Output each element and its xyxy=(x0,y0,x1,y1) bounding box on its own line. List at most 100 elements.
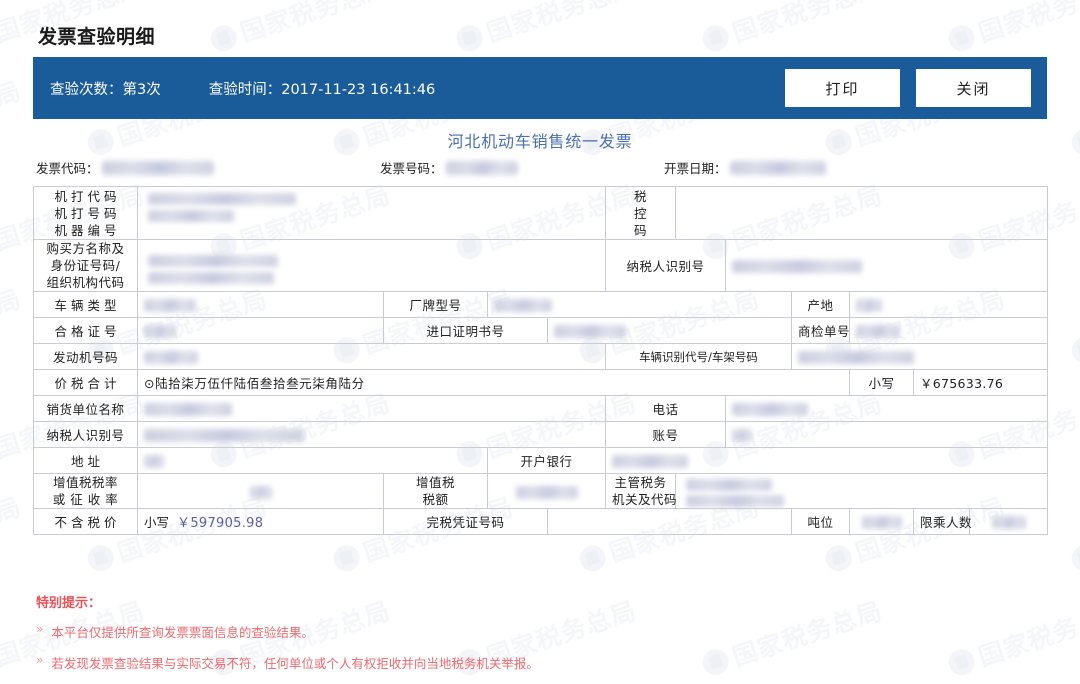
seller-tax-id-value-cell xyxy=(137,421,606,448)
vat-rate-label-line-2: 或 征 收 率 xyxy=(52,492,119,507)
bank-label: 开户银行 xyxy=(487,447,606,474)
import-cert-no-value-cell xyxy=(547,317,792,344)
table-row-seller-name: 销货单位名称 电话 xyxy=(33,395,1049,422)
inspection-no-value-redacted xyxy=(856,325,900,338)
tax-control-code-char-2: 控 xyxy=(633,205,647,221)
notice-text: 若发现发票查验结果与实际交易不符，任何单位或个人有权拒收并向当地税务机关举报。 xyxy=(51,656,539,671)
passenger-limit-value-cell xyxy=(968,508,1049,535)
invoice-number-value-redacted xyxy=(445,160,518,175)
import-cert-no-label: 进口证明书号 xyxy=(383,317,548,344)
seller-name-label: 销货单位名称 xyxy=(33,395,138,422)
passenger-limit-value-redacted xyxy=(991,516,1026,529)
bullet-icon: » xyxy=(36,622,44,636)
vin-value-redacted xyxy=(798,351,914,364)
vat-amount-value-cell xyxy=(487,473,606,509)
phone-value-redacted xyxy=(732,403,808,416)
engine-no-value-cell xyxy=(137,343,606,370)
total-with-tax-chinese: ⊙陆拾柒万伍仟陆佰叁拾叁元柒角陆分 xyxy=(137,369,850,396)
origin-value-cell xyxy=(848,291,1049,318)
tax-control-code-char-1: 税 xyxy=(633,188,647,204)
vehicle-type-value-cell xyxy=(137,291,384,318)
import-cert-no-value-redacted xyxy=(554,325,626,338)
account-no-value-cell xyxy=(724,421,1049,448)
inspection-no-label: 商检单号 xyxy=(791,317,850,344)
vat-rate-value-redacted xyxy=(249,485,272,499)
seller-tax-id-label: 纳税人识别号 xyxy=(33,421,138,448)
invoice-code-label: 发票代码： xyxy=(36,161,99,176)
invoice-date-value-redacted xyxy=(729,160,826,175)
buyer-id-value-redacted xyxy=(148,271,274,284)
check-time-label: 查验时间：2017-11-23 16:41:46 xyxy=(208,81,436,98)
invoice-meta-row: 发票代码： 发票号码： 开票日期： xyxy=(36,158,1046,180)
notice-text: 本平台仅提供所查询发票票面信息的查验结果。 xyxy=(51,625,314,640)
account-no-label: 账号 xyxy=(605,421,726,448)
tonnage-value-redacted xyxy=(861,516,902,529)
notice-title: 特别提示： xyxy=(36,596,102,611)
vehicle-type-value-redacted xyxy=(144,299,196,312)
table-row-price-excl-tax: 不含税价 小写 ￥597905.98 完税凭证号码 吨位 限乘人数 xyxy=(33,508,1049,535)
table-row-address-bank: 地址 开户银行 xyxy=(33,447,1049,474)
tax-authority-value-cell xyxy=(674,473,1049,509)
table-row-certificate: 合格证号 进口证明书号 商检单号 xyxy=(33,317,1049,344)
buyer-label-line-1: 购买方名称及 xyxy=(46,241,125,256)
account-no-value-redacted xyxy=(732,429,752,442)
address-label: 地址 xyxy=(33,447,138,474)
header-button-group: 打印 关闭 xyxy=(785,69,1031,107)
table-row-vehicle-type: 车辆类型 厂牌型号 产地 xyxy=(33,291,1049,318)
buyer-label-cell: 购买方名称及 身份证号码/ 组织机构代码 xyxy=(33,239,138,292)
invoice-code-group: 发票代码： xyxy=(36,158,214,177)
inspection-no-value-cell xyxy=(848,317,1049,344)
buyer-label-line-2: 身份证号码/ xyxy=(50,258,121,273)
vat-amount-value-redacted xyxy=(515,485,578,499)
total-with-tax-amount: ￥675633.76 xyxy=(912,369,1049,396)
tax-control-code-value-cell xyxy=(674,186,1049,240)
tax-authority-label-cell: 主管税务 机关及代码 xyxy=(605,473,678,509)
brand-model-value-cell xyxy=(487,291,792,318)
invoice-number-label: 发票号码： xyxy=(380,161,443,176)
vat-rate-value-cell xyxy=(137,473,384,509)
close-button[interactable]: 关闭 xyxy=(916,69,1031,107)
invoice-detail-table: 机打代码 机打号码 机器编号 税 控 码 购买方名称 xyxy=(33,186,1049,535)
buyer-tax-id-value-cell xyxy=(724,239,1049,292)
bullet-icon: » xyxy=(36,653,44,667)
print-button[interactable]: 打印 xyxy=(785,69,900,107)
tax-authority-label-line-2: 机关及代码 xyxy=(612,492,678,507)
machine-number-value-redacted xyxy=(148,210,234,222)
origin-label: 产地 xyxy=(791,291,850,318)
machine-number-label: 机打号码 xyxy=(54,205,121,221)
certificate-no-value-cell xyxy=(137,317,384,344)
machine-code-value-redacted xyxy=(148,193,296,205)
seller-tax-id-value-redacted xyxy=(144,429,304,442)
vat-rate-label-line-1: 增值税税率 xyxy=(52,475,118,490)
engine-no-label: 发动机号码 xyxy=(33,343,138,370)
invoice-date-group: 开票日期： xyxy=(664,158,826,177)
bank-value-cell xyxy=(604,447,1049,474)
address-value-cell xyxy=(137,447,488,474)
invoice-title: 河北机动车销售统一发票 xyxy=(447,132,633,151)
buyer-tax-id-value-redacted xyxy=(732,260,862,273)
buyer-label-line-3: 组织机构代码 xyxy=(46,275,125,290)
tax-voucher-no-value-cell xyxy=(547,508,792,535)
origin-value-redacted xyxy=(856,299,882,312)
vat-amount-label-cell: 增值税 税额 xyxy=(383,473,488,509)
tax-voucher-no-label: 完税凭证号码 xyxy=(383,508,548,535)
tax-control-code-char-3: 码 xyxy=(633,222,647,238)
machine-codes-value-cell xyxy=(137,186,606,240)
notice-line: » 若发现发票查验结果与实际交易不符，任何单位或个人有权拒收并向当地税务机关举报… xyxy=(36,653,1036,672)
brand-model-label: 厂牌型号 xyxy=(383,291,488,318)
price-excl-tax-value-cell: 小写 ￥597905.98 xyxy=(137,508,384,535)
certificate-no-value-redacted xyxy=(144,325,176,338)
passenger-limit-label: 限乘人数 xyxy=(913,508,972,535)
machine-codes-label-cell: 机打代码 机打号码 机器编号 xyxy=(33,186,138,240)
table-row-seller-tax-id: 纳税人识别号 账号 xyxy=(33,421,1049,448)
tonnage-value-cell xyxy=(849,508,914,535)
address-value-redacted xyxy=(144,455,164,468)
tax-authority-label-line-1: 主管税务 xyxy=(614,475,667,490)
total-with-tax-xiaoxie-label: 小写 xyxy=(849,369,914,396)
price-excl-tax-xiaoxie-label: 小写 xyxy=(144,515,170,530)
vat-amount-label-line-2: 税额 xyxy=(422,492,449,507)
tax-authority-code-redacted xyxy=(686,495,784,507)
check-info-header-bar: 查验次数：第3次 查验时间：2017-11-23 16:41:46 打印 关闭 xyxy=(33,57,1047,119)
vat-rate-label-cell: 增值税税率 或 征 收 率 xyxy=(33,473,138,509)
